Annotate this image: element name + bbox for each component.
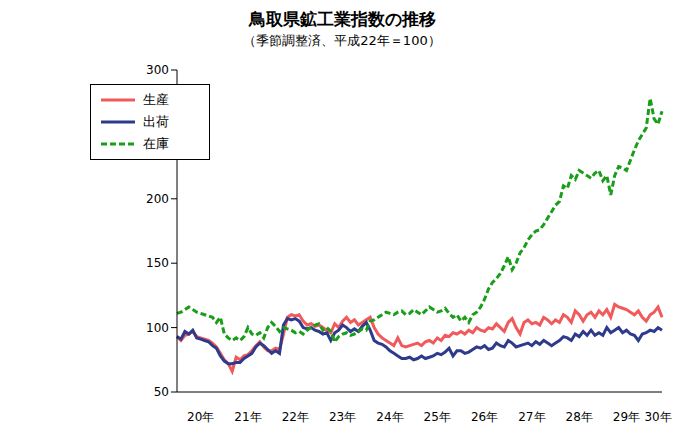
svg-text:21年: 21年 [234, 410, 261, 424]
svg-text:50: 50 [154, 385, 169, 399]
svg-text:200: 200 [146, 192, 169, 206]
svg-text:30年: 30年 [644, 410, 671, 424]
svg-text:29年: 29年 [613, 410, 640, 424]
svg-text:24年: 24年 [376, 410, 403, 424]
svg-text:100: 100 [146, 321, 169, 335]
svg-text:26年: 26年 [471, 410, 498, 424]
svg-text:300: 300 [146, 63, 169, 77]
svg-text:28年: 28年 [566, 410, 593, 424]
svg-text:250: 250 [146, 128, 169, 142]
svg-text:25年: 25年 [424, 410, 451, 424]
svg-text:20年: 20年 [187, 410, 214, 424]
svg-text:27年: 27年 [518, 410, 545, 424]
svg-text:22年: 22年 [282, 410, 309, 424]
svg-text:23年: 23年 [329, 410, 356, 424]
svg-text:150: 150 [146, 256, 169, 270]
